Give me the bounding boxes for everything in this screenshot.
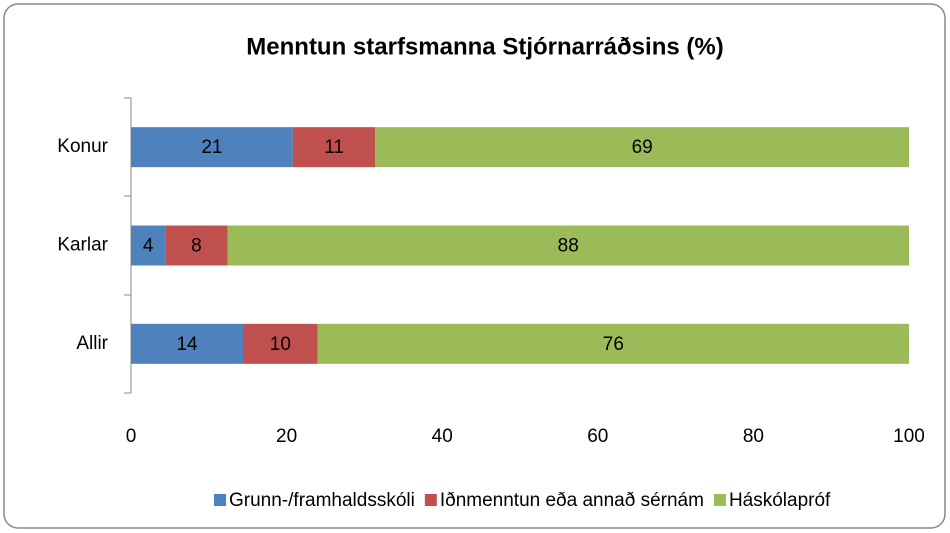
legend-label: Grunn-/framhaldsskóli (229, 490, 415, 511)
x-tick-label: 40 (432, 426, 453, 447)
bar-segment (292, 127, 376, 168)
bar-segment (131, 323, 244, 364)
x-tick-label: 60 (587, 426, 608, 447)
bar-segment (165, 225, 228, 266)
data-label: 11 (324, 137, 344, 158)
bar-segment (131, 127, 293, 168)
bar-segment (375, 127, 909, 168)
bar-segment (317, 323, 910, 364)
bar-segment (243, 323, 318, 364)
legend-swatch (424, 494, 437, 506)
data-label: 21 (201, 137, 222, 158)
data-label: 69 (632, 137, 653, 158)
legend-swatch (214, 494, 226, 506)
x-tick-label: 100 (893, 426, 925, 447)
bar-segment (131, 225, 166, 266)
y-tick-label: Allir (76, 333, 108, 354)
legend-label: Háskólapróf (729, 490, 831, 511)
x-tick-label: 20 (276, 426, 297, 447)
data-label: 8 (191, 236, 202, 257)
y-tick-label: Konur (57, 136, 108, 157)
bar-segment (227, 225, 910, 266)
x-tick-label: 80 (743, 426, 764, 447)
data-label: 14 (176, 334, 198, 355)
data-label: 10 (270, 334, 291, 355)
legend-swatch (713, 494, 726, 506)
chart-title: Menntun starfsmanna Stjórnarráðsins (%) (246, 33, 723, 60)
chart-frame (3, 3, 946, 529)
data-label: 88 (558, 236, 579, 257)
data-label: 4 (143, 236, 154, 257)
data-label: 76 (603, 334, 624, 355)
legend-label: Iðnmenntun eða annað sérnám (440, 490, 704, 511)
x-tick-label: 0 (126, 426, 137, 447)
y-tick-label: Karlar (57, 235, 108, 256)
